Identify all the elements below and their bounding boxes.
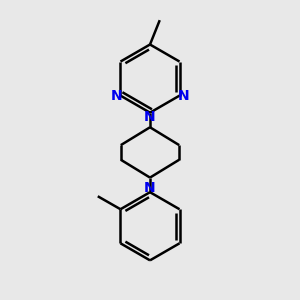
Text: N: N (178, 88, 189, 103)
Text: N: N (144, 110, 156, 124)
Text: N: N (144, 181, 156, 195)
Text: N: N (111, 88, 122, 103)
